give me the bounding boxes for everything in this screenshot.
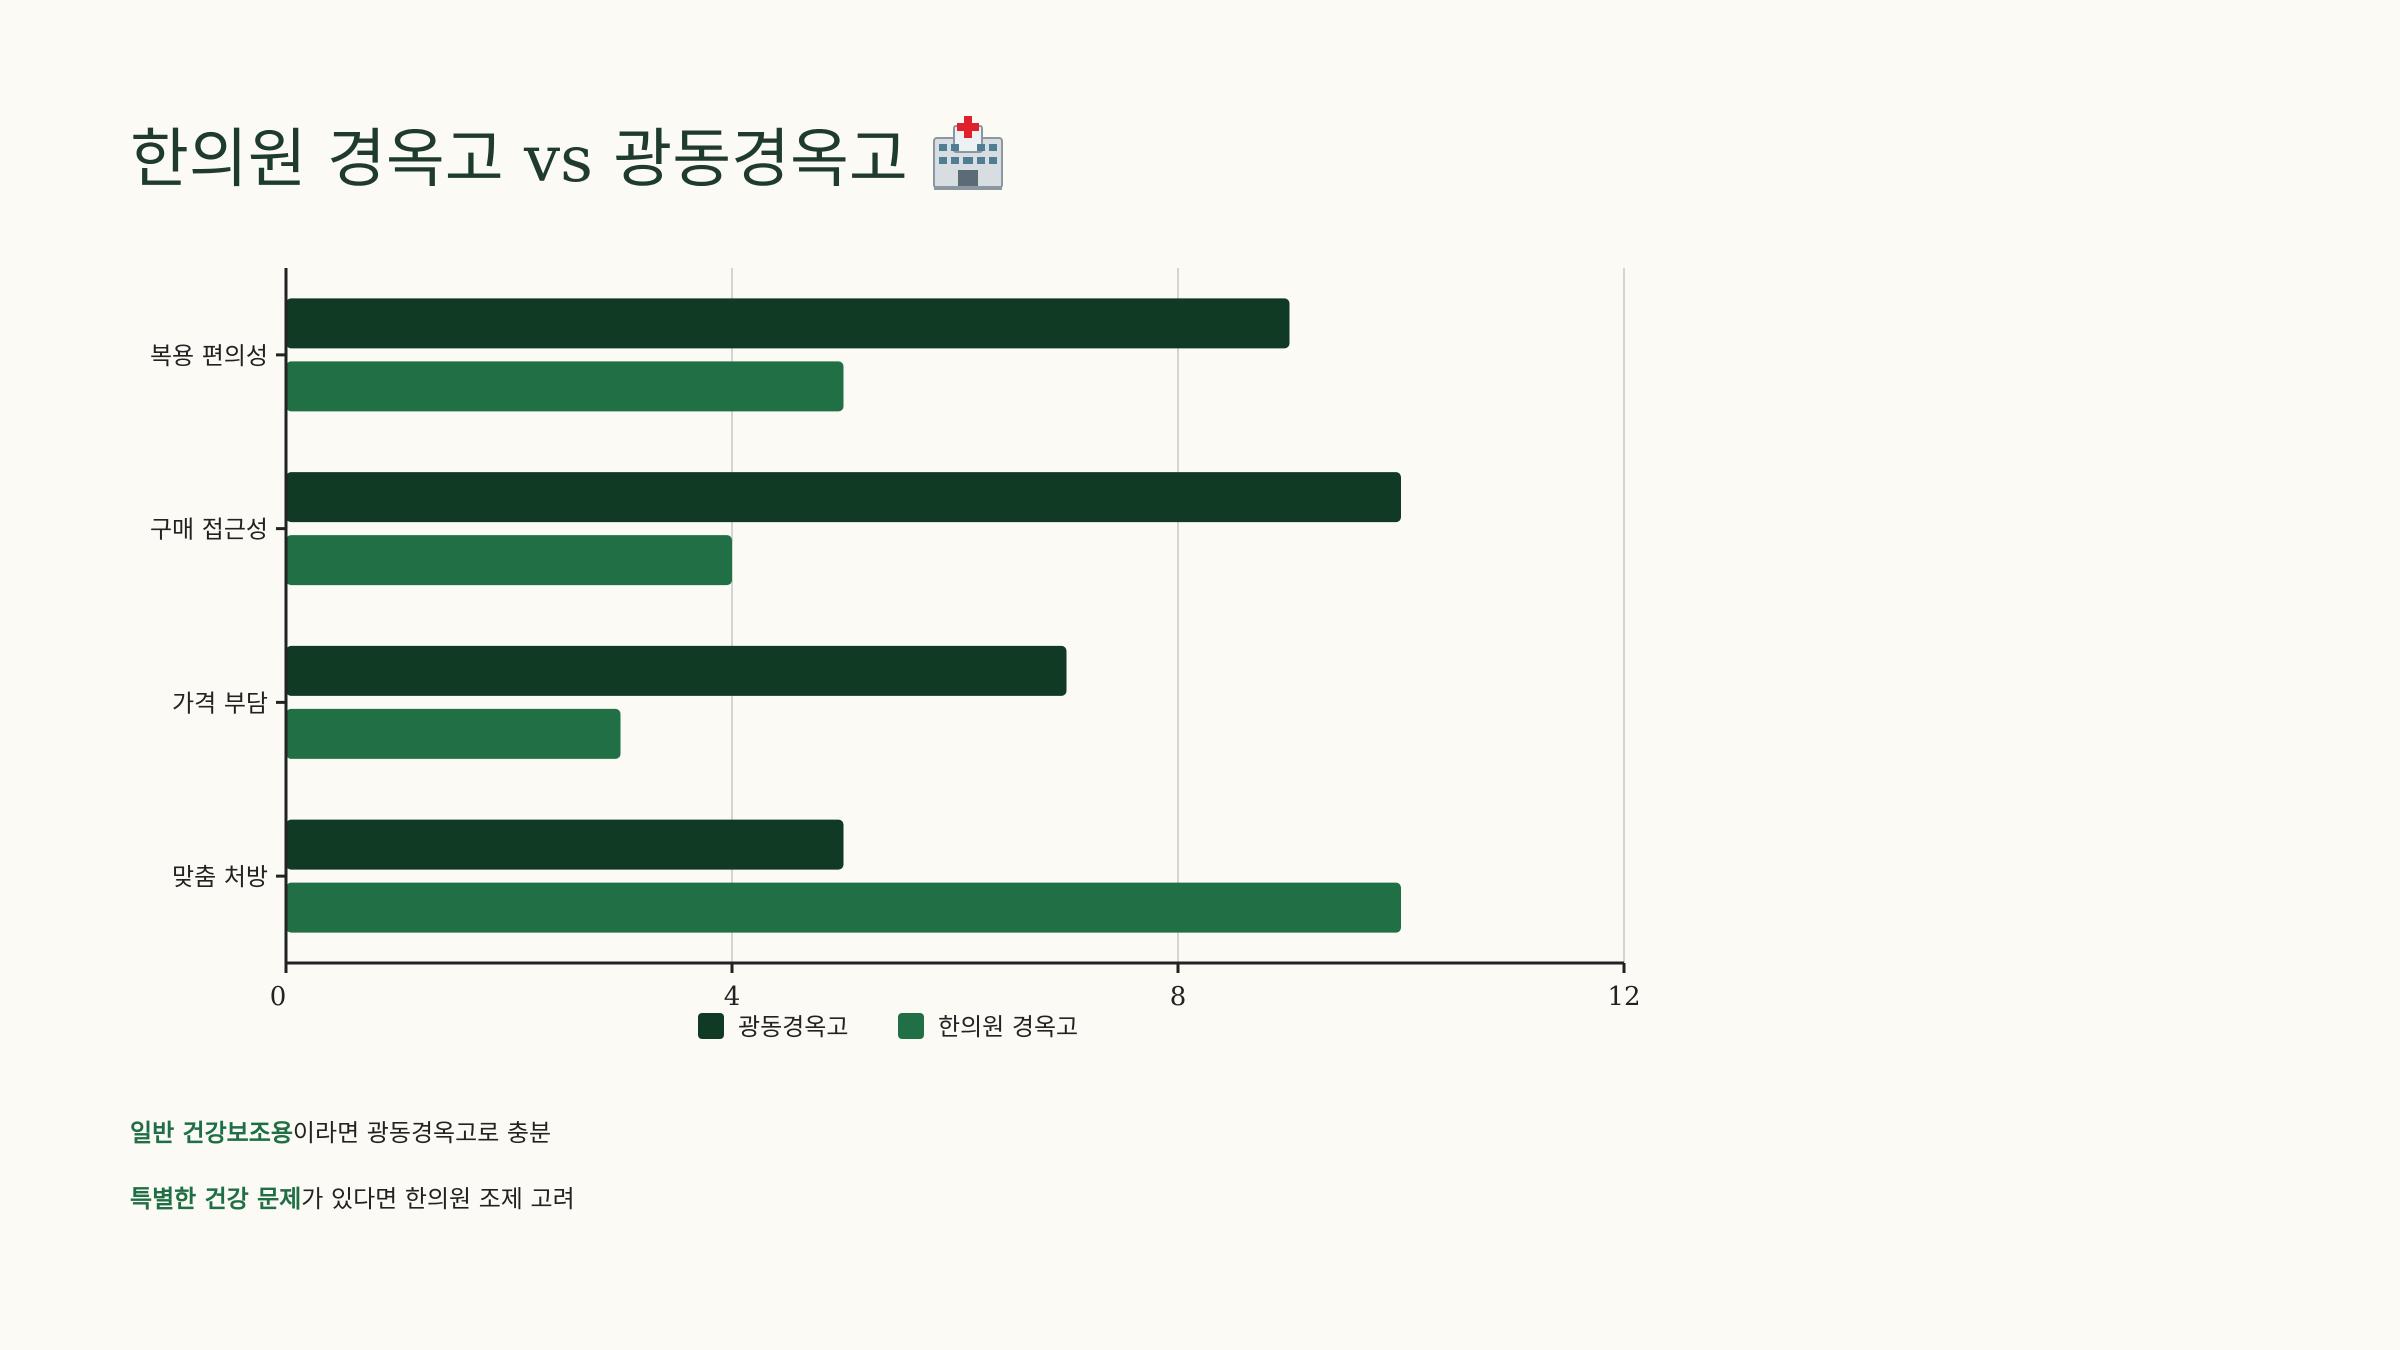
axes — [276, 268, 1626, 973]
bar-2-1 — [286, 361, 844, 412]
bar-1-2 — [286, 472, 1401, 523]
legend-label-2: 한의원 경옥고 — [938, 1013, 1078, 1041]
legend-label-1: 광동경옥고 — [738, 1013, 848, 1041]
bar-1-4 — [286, 819, 844, 870]
category-label-2: 구매 접근성 — [150, 516, 268, 544]
note-2-highlight: 특별한 건강 문제 — [130, 1185, 302, 1213]
note-1-text: 이라면 광동경옥고로 충분 — [292, 1119, 552, 1147]
note-1: 일반 건강보조용이라면 광동경옥고로 충분 — [130, 1118, 575, 1148]
legend-swatch-1 — [698, 1013, 724, 1039]
bar-1-3 — [286, 645, 1067, 696]
bars — [286, 298, 1401, 933]
bar-2-2 — [286, 535, 732, 586]
title-text: 한의원 경옥고 vs 광동경옥고 — [130, 123, 908, 197]
bar-2-4 — [286, 882, 1401, 933]
x-tick-label-8: 8 — [1170, 982, 1187, 1012]
category-label-4: 맞춤 처방 — [172, 863, 268, 891]
note-2: 특별한 건강 문제가 있다면 한의원 조제 고려 — [130, 1184, 575, 1214]
legend-swatch-2 — [898, 1013, 924, 1039]
bar-2-3 — [286, 708, 621, 759]
x-tick-label-4: 4 — [724, 982, 741, 1012]
hospital-icon — [932, 116, 1003, 190]
grid-lines — [731, 268, 1625, 963]
page-title: 한의원 경옥고 vs 광동경옥고 — [130, 108, 1006, 200]
notes: 일반 건강보조용이라면 광동경옥고로 충분 특별한 건강 문제가 있다면 한의원… — [130, 1118, 575, 1250]
category-label-1: 복용 편의성 — [150, 342, 268, 370]
note-1-highlight: 일반 건강보조용 — [130, 1119, 293, 1147]
bar-1-1 — [286, 298, 1290, 349]
note-2-text: 가 있다면 한의원 조제 고려 — [301, 1185, 575, 1213]
x-tick-label-0: 0 — [270, 982, 287, 1012]
legend: 광동경옥고 한의원 경옥고 — [698, 1013, 1078, 1041]
category-label-3: 가격 부담 — [172, 689, 268, 717]
x-tick-label-12: 12 — [1607, 982, 1640, 1012]
